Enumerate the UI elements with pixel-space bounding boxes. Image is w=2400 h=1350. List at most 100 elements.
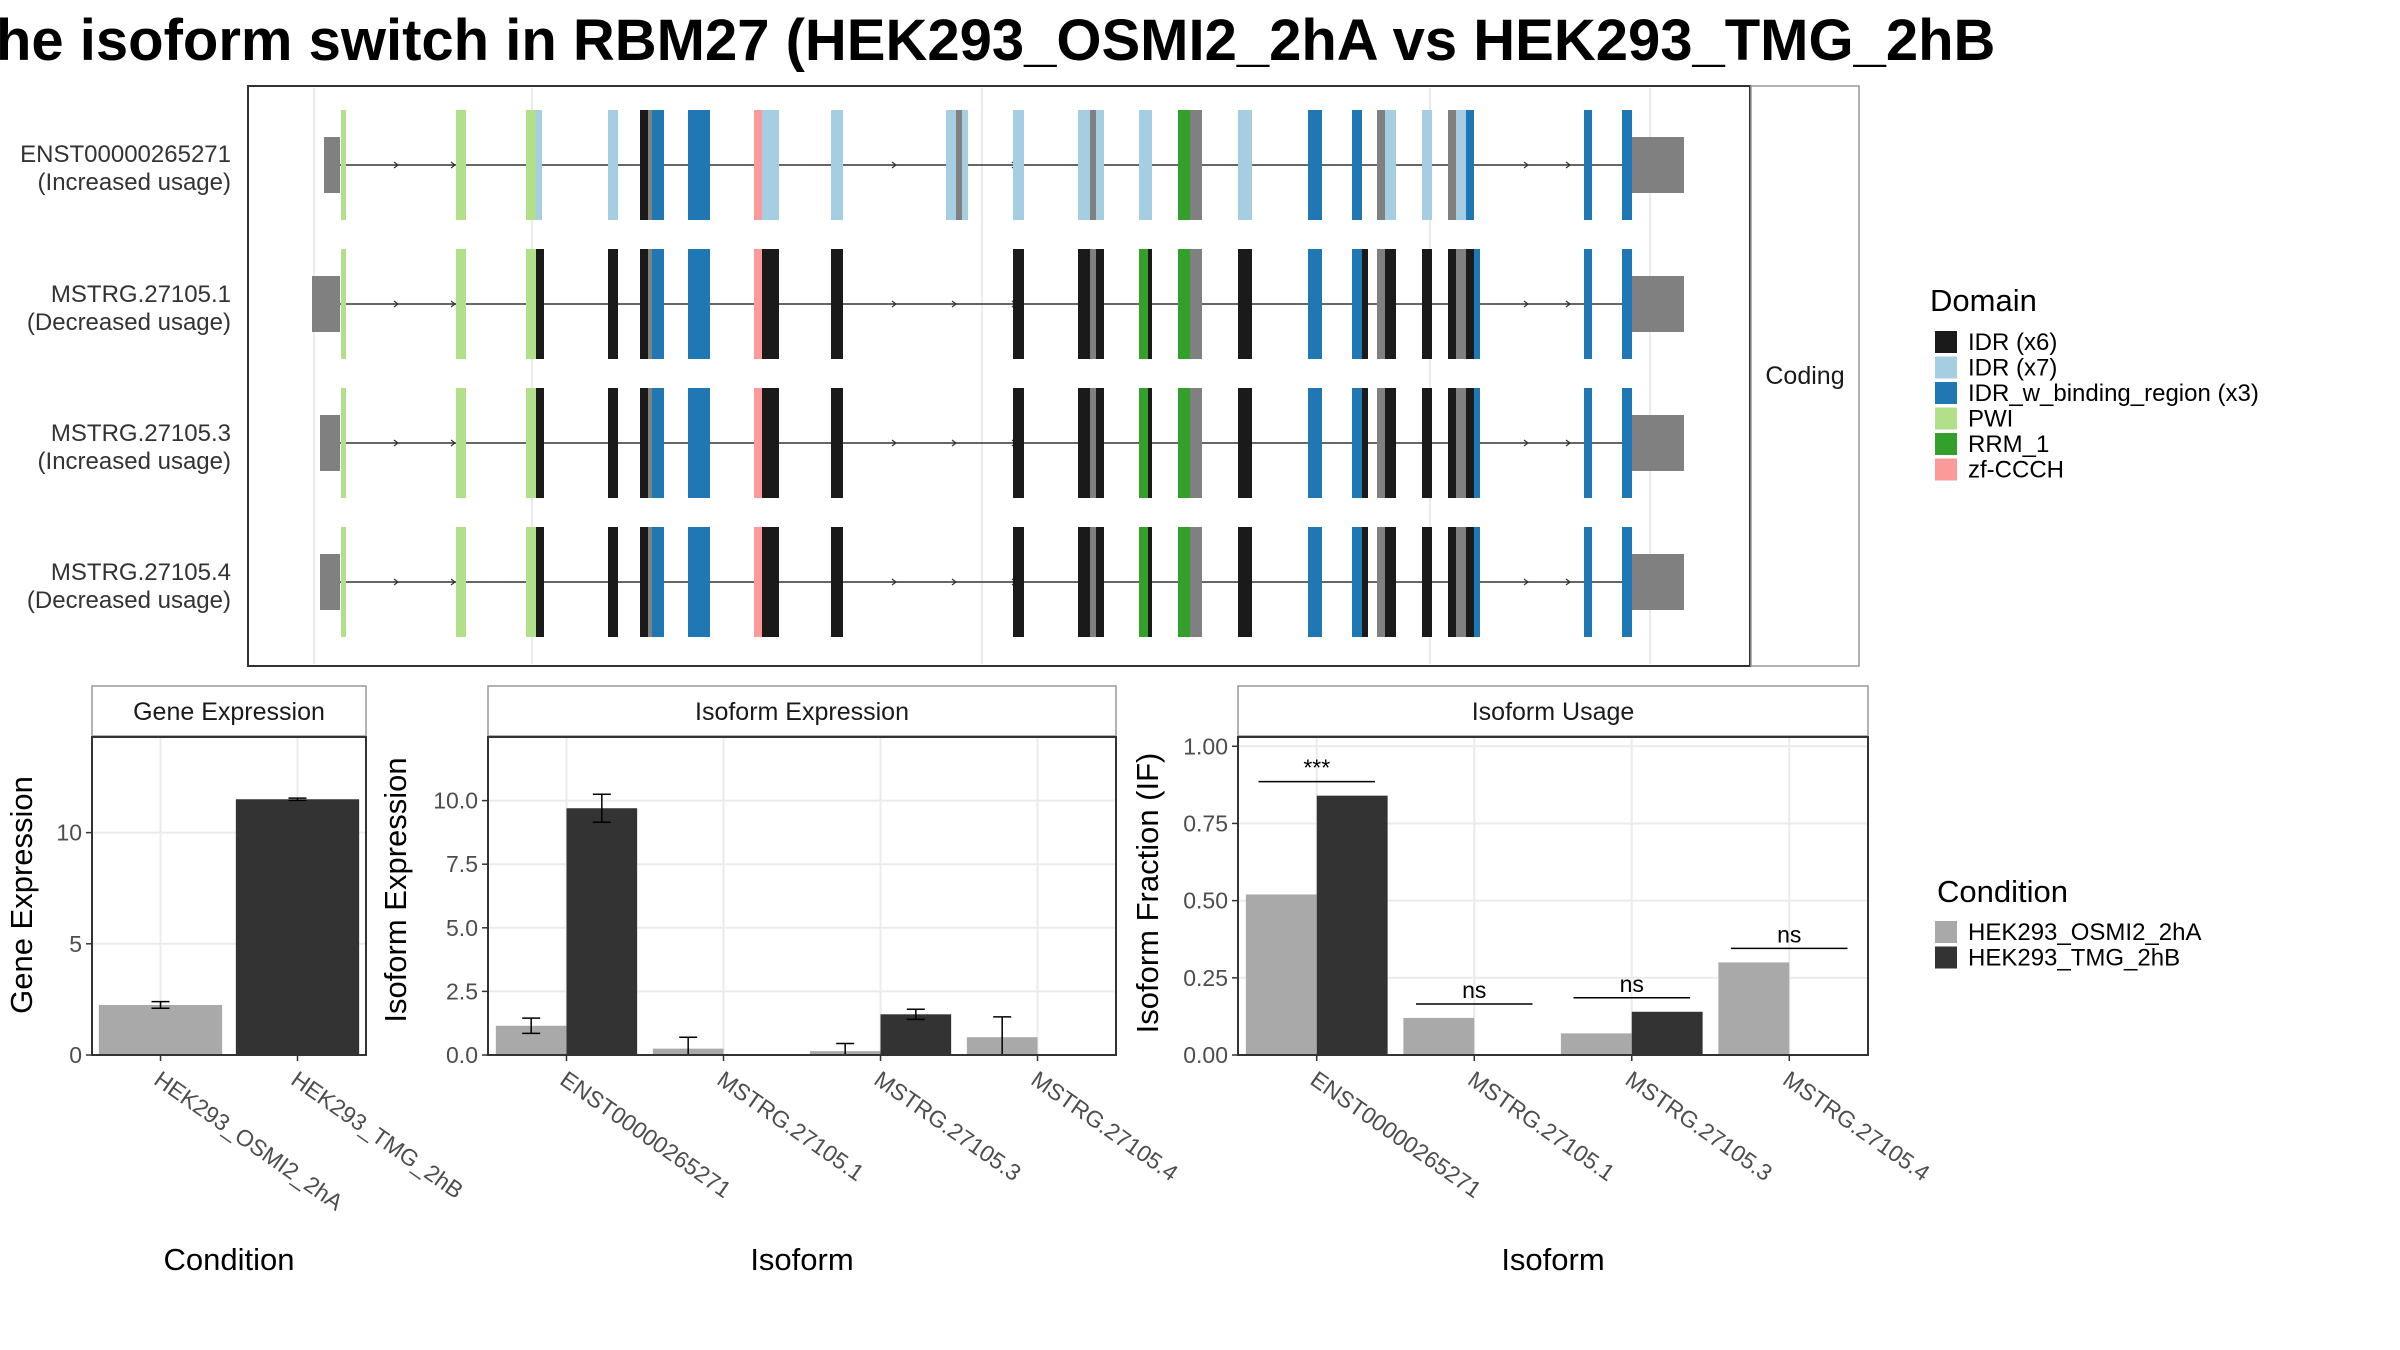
isoform-expression-x-title: Isoform xyxy=(750,1242,853,1277)
exon-domain xyxy=(526,249,536,359)
exon-domain xyxy=(688,110,710,220)
legend-swatch xyxy=(1935,356,1957,379)
exon-domain xyxy=(648,388,652,498)
domain-legend-item: zf-CCCH xyxy=(1935,457,2064,484)
legend-swatch xyxy=(1935,433,1957,455)
y-tick-label: 0.00 xyxy=(1183,1042,1228,1068)
exon-domain xyxy=(1584,388,1592,498)
legend-swatch xyxy=(1935,331,1957,353)
exon-domain xyxy=(1139,388,1148,498)
bar xyxy=(1245,894,1317,1055)
exon-domain xyxy=(1238,388,1252,498)
bar xyxy=(566,808,638,1055)
intron-arrow xyxy=(891,300,897,308)
exon-domain xyxy=(1622,110,1632,220)
y-tick-label: 2.5 xyxy=(446,978,478,1004)
exon-domain xyxy=(1090,388,1096,498)
isoform-expression-panel: Isoform Expression 0.0 2.5 5.0 7.5 10.0 ENST0… xyxy=(378,685,1183,1277)
exon-domain xyxy=(1308,249,1322,359)
isoform-expression-plot: 0.02.55.07.510.0ENST00000265271MSTRG.271… xyxy=(433,736,1183,1203)
exon-domain xyxy=(1308,527,1322,637)
exon-domain xyxy=(1190,110,1202,220)
exon-domain xyxy=(1474,388,1480,498)
domain-legend: Domain IDR (x6)IDR (x7)IDR_w_binding_reg… xyxy=(1930,283,2259,484)
exon-domain xyxy=(1456,249,1466,359)
intron-arrow xyxy=(891,439,897,447)
transcript-row-2 xyxy=(312,249,1684,359)
intron-arrow xyxy=(951,300,957,308)
domain-legend-title: Domain xyxy=(1930,283,2037,318)
legend-label: IDR (x7) xyxy=(1968,355,2057,382)
x-tick-label: MSTRG.27105.1 xyxy=(1463,1066,1619,1186)
bar xyxy=(1560,1033,1632,1055)
y-tick-label: 10 xyxy=(56,820,82,846)
exon-domain xyxy=(1385,249,1396,359)
exon-domain xyxy=(831,110,843,220)
legend-label: HEK293_TMG_2hB xyxy=(1968,945,2180,972)
isoform-usage-x-title: Isoform xyxy=(1501,1242,1604,1277)
exon-domain xyxy=(341,110,346,220)
bar xyxy=(880,1014,952,1055)
exon-domain xyxy=(1178,527,1190,637)
significance-label: ns xyxy=(1620,971,1644,997)
exon-domain xyxy=(1622,249,1632,359)
exon-domain xyxy=(1377,110,1385,220)
intron-arrow xyxy=(393,300,399,308)
domain-legend-item: IDR_w_binding_region (x3) xyxy=(1935,380,2259,407)
exon-domain xyxy=(1090,249,1096,359)
plot-border xyxy=(487,736,1117,1056)
exon-domain xyxy=(1178,249,1190,359)
structure-strip xyxy=(1750,85,1860,667)
intron-arrow xyxy=(450,300,456,308)
figure-title: he isoform switch in RBM27 (HEK293_OSMI2… xyxy=(0,8,1995,73)
gene-expression-x-title: Condition xyxy=(164,1242,295,1277)
bar xyxy=(1403,1017,1475,1055)
exon-domain xyxy=(1377,388,1385,498)
exon-domain xyxy=(688,527,710,637)
legend-label: zf-CCCH xyxy=(1968,457,2064,484)
exon-domain xyxy=(456,249,466,359)
x-tick-label: MSTRG.27105.1 xyxy=(713,1066,869,1186)
exon-domain xyxy=(652,110,664,220)
exon-domain xyxy=(1096,110,1104,220)
exon-domain xyxy=(1352,249,1362,359)
exon-domain xyxy=(608,249,618,359)
exon-domain xyxy=(536,110,542,220)
exon-domain xyxy=(1352,388,1362,498)
intron-arrow xyxy=(1565,300,1571,308)
domain-legend-item: IDR (x7) xyxy=(1935,355,2057,382)
isoform-usage-strip xyxy=(1237,685,1869,737)
exon-domain xyxy=(754,388,762,498)
exon-domain xyxy=(1448,388,1456,498)
y-tick-label: 0 xyxy=(69,1042,82,1068)
exon-domain xyxy=(1078,249,1090,359)
utr-5prime xyxy=(324,137,340,193)
intron-arrow xyxy=(1523,300,1529,308)
exon-domain xyxy=(1362,249,1368,359)
exon-domain xyxy=(762,110,779,220)
isoform-label-3: MSTRG.27105.3 (Increased usage) xyxy=(38,420,231,475)
exon-domain xyxy=(1096,249,1104,359)
y-tick-label: 7.5 xyxy=(446,851,478,877)
intron-arrow xyxy=(1565,439,1571,447)
exon-domain xyxy=(1178,110,1190,220)
utr-5prime xyxy=(312,276,340,332)
bar xyxy=(98,1004,223,1055)
isoform-label-id: MSTRG.27105.4 xyxy=(51,559,231,586)
intron-arrow xyxy=(450,439,456,447)
transcript-row-3 xyxy=(320,388,1684,498)
legend-label: IDR_w_binding_region (x3) xyxy=(1968,380,2259,407)
exon-domain xyxy=(1448,527,1456,637)
structure-strip-label: Coding xyxy=(1765,362,1844,390)
structure-panel: Coding ENST00000265271 (Increased usage)… xyxy=(20,85,1860,667)
exon-domain xyxy=(1584,249,1592,359)
intron-arrow xyxy=(1523,161,1529,169)
exon-domain xyxy=(1096,527,1104,637)
exon-domain xyxy=(456,527,466,637)
significance-label: ns xyxy=(1777,921,1801,947)
exon-domain xyxy=(648,110,652,220)
exon-domain xyxy=(640,527,648,637)
exon-domain xyxy=(1584,110,1592,220)
exon-domain xyxy=(536,388,544,498)
